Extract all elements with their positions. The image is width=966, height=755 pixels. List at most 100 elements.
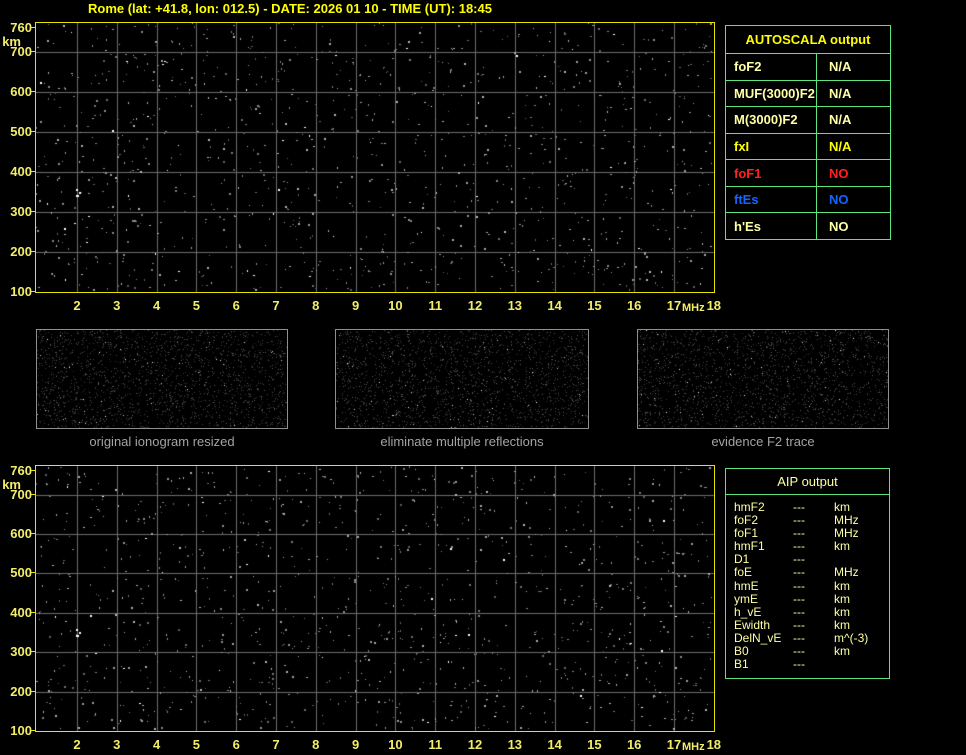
y-axis-tick-label: 300 [10,644,32,660]
x-axis-tick-label: 3 [113,298,121,313]
autoscala-row-fof2: foF2 N/A [726,54,890,81]
y-axis-tick-label: 600 [10,526,32,542]
ionogram-plot-bottom [35,465,715,732]
x-axis-tick-label: 3 [113,737,121,752]
aip-row-value: --- [793,617,805,632]
y-axis-tick-label: 500 [10,124,32,139]
autoscala-table-rows: foF2 N/A MUF(3000)F2 N/A M(3000)F2 N/A fxI N/A f… [726,54,890,240]
x-axis-tick-label: 15 [587,298,602,313]
x-axis-tick-label: 17 [666,737,682,752]
x-axis-tick-label: 15 [587,737,602,752]
aip-row-value: --- [793,565,805,580]
aip-row-value: --- [793,539,805,554]
aip-row-label: Ewidth [734,617,771,632]
aip-row-value: --- [793,513,805,528]
x-axis-tick-label: 10 [388,737,403,752]
thumbnail-canvas-reflections [336,330,588,428]
y-axis-tick-label: 760 [10,20,32,35]
x-axis-tick-label: 7 [272,737,280,752]
aip-row-label: hmE [734,578,759,593]
y-axis-tick-label: 300 [10,204,32,219]
x-axis-tick-label: 14 [547,737,562,752]
x-axis-tick-label: 9 [351,737,360,752]
y-axis-tick-mark [31,27,36,28]
aip-row-ewidth: Ewidth --- km [726,617,889,632]
autoscala-row-ftes: ftEs NO [726,186,890,214]
aip-row-unit: MHz [834,565,859,580]
x-axis-tick-label: 8 [312,298,320,313]
aip-row-unit: km [834,591,850,606]
y-axis-tick-mark [31,211,36,212]
autoscala-row-label: ftEs [726,186,817,213]
aip-row-unit [834,658,889,671]
aip-row-fof2: foF2 --- MHz [726,514,889,527]
aip-row-unit: km [834,500,850,514]
aip-row-value: --- [793,526,805,541]
x-axis-tick-label: 13 [507,298,523,313]
autoscala-row-label: h'Es [726,213,817,240]
autoscala-row-label: foF1 [726,160,817,186]
aip-row-value: --- [793,591,805,606]
aip-row-deln-ve: DelN_vE --- m^(-3) [726,630,889,645]
aip-row-foe: foE --- MHz [726,566,889,579]
autoscala-row-label: MUF(3000)F2 [726,80,817,107]
autoscala-row-value: NO [829,218,849,234]
thumbnail-evidence-f2 [637,329,889,429]
y-axis-tick-label: 500 [10,565,32,581]
aip-row-label: B0 [734,644,749,659]
aip-row-hmf2: hmF2 --- km [726,500,889,514]
aip-table-rows: hmF2 --- km foF2 --- MHz foF1 --- MHz hmF1 --- km D1… [726,495,889,671]
thumbnail-caption-original: original ionogram resized [89,434,235,449]
x-axis-tick-label: 6 [232,737,240,752]
x-axis-tick-label: 8 [312,737,320,752]
autoscala-row-value: NO [829,192,849,208]
aip-row-b0: B0 --- km [726,644,889,659]
y-axis-tick-label: 200 [10,244,32,259]
x-axis-tick-label: 16 [626,298,642,313]
aip-row-value: --- [793,552,805,567]
ionogram-canvas-bottom [36,466,714,731]
x-axis-tick-label: 18 [706,737,722,752]
x-axis-tick-label: 10 [388,298,403,313]
y-axis-unit-label: km [2,477,21,492]
aip-row-fof1: foF1 --- MHz [726,527,889,540]
x-axis-tick-label: 9 [351,298,360,313]
aip-row-label: ymE [734,591,758,606]
aip-row-label: DelN_vE [734,630,782,645]
aip-row-label: h_vE [734,604,762,619]
aip-row-unit: km [834,604,850,619]
aip-row-value: --- [793,657,805,672]
autoscala-row-label: M(3000)F2 [726,107,817,133]
x-axis-tick-label: 11 [428,737,443,752]
aip-row-unit: m^(-3) [834,630,869,645]
y-axis-tick-label: 200 [10,683,32,699]
aip-output-table: AIP output hmF2 --- km foF2 --- MHz foF1 --- MHz… [725,468,890,679]
thumbnail-eliminate-reflections [335,329,589,429]
aip-row-value: --- [793,578,805,593]
y-axis-tick-label: 100 [10,284,32,299]
aip-table-header: AIP output [726,469,889,495]
thumbnail-caption-reflections: eliminate multiple reflections [380,434,544,449]
x-axis-tick-label: 12 [467,298,483,313]
aip-row-b1: B1 --- [726,658,889,671]
y-axis-tick-mark [31,533,36,534]
aip-row-label: foF1 [734,526,759,541]
aip-row-value: --- [793,604,805,619]
autoscala-row-value: N/A [829,59,852,75]
x-axis-tick-label: 17 [666,298,682,313]
aip-row-label: D1 [734,552,750,567]
y-axis-tick-label: 600 [10,84,32,99]
x-axis-unit-label: MHz [682,741,705,753]
aip-row-unit: km [834,578,850,593]
thumbnail-canvas-original [37,330,287,428]
autoscala-table-header: AUTOSCALA output [726,26,890,54]
aip-row-value: --- [793,500,805,514]
aip-row-label: foE [734,565,753,580]
x-axis-tick-label: 4 [152,737,161,752]
aip-row-value: --- [793,644,805,659]
x-axis-tick-label: 4 [152,298,161,313]
autoscala-row-fxi: fxI N/A [726,133,890,161]
aip-row-label: B1 [734,657,749,672]
thumbnail-original-ionogram [36,329,288,429]
autoscala-row-m-3000-f2: M(3000)F2 N/A [726,107,890,134]
